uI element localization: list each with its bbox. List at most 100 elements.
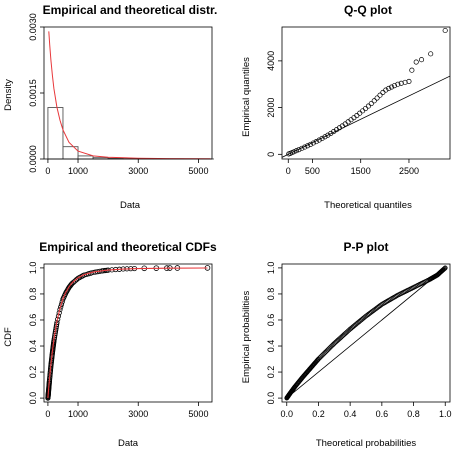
pp-xtick-label: 0.8 xyxy=(407,409,420,419)
qq-point xyxy=(418,57,425,63)
panel-qq: Q-Q plot 0 500 1500 2500 0 2000 4000 Theoretic… xyxy=(241,3,451,211)
cdf-empirical-point xyxy=(69,280,75,287)
density-xtick-label: 1000 xyxy=(68,166,88,176)
pp-point xyxy=(441,266,447,272)
cdf-title: Empirical and theoretical CDFs xyxy=(39,240,217,254)
pp-point xyxy=(442,266,448,271)
cdf-xtick-label: 5000 xyxy=(188,409,208,419)
cdf-plot-area: 0 1000 3000 5000 0.0 0.2 0.4 0.6 0.8 1.0 xyxy=(28,262,213,419)
density-xtick-label: 3000 xyxy=(128,166,148,176)
qq-point xyxy=(291,149,297,155)
cdf-xlabel: Data xyxy=(118,438,139,449)
pp-point xyxy=(322,349,328,355)
qq-xtick-label: 0 xyxy=(286,166,291,176)
cdf-empirical-point xyxy=(72,278,78,284)
histogram-bar xyxy=(77,155,94,160)
qq-xtick-label: 2500 xyxy=(399,166,419,176)
cdf-empirical-point xyxy=(70,279,77,285)
pp-point xyxy=(329,343,335,348)
qq-point xyxy=(371,98,377,104)
qq-point xyxy=(409,67,415,73)
pp-point xyxy=(319,353,325,359)
cdf-empirical-point xyxy=(81,272,87,278)
qq-point xyxy=(360,108,366,114)
pp-frame xyxy=(281,263,451,403)
density-xtick-label: 5000 xyxy=(188,166,208,176)
cdf-fit-curve xyxy=(47,267,208,399)
pp-title: P-P plot xyxy=(343,240,388,254)
qq-point xyxy=(322,134,328,140)
qq-point xyxy=(299,145,305,151)
qq-title: Q-Q plot xyxy=(344,3,392,17)
cdf-ytick-label: 0.6 xyxy=(28,314,38,327)
pp-xtick-label: 0.6 xyxy=(376,409,389,419)
pp-point xyxy=(320,352,326,357)
qq-xlabel: Theoretical quantiles xyxy=(324,200,412,211)
density-title: Empirical and theoretical distr. xyxy=(43,3,218,17)
qq-ytick-label: 4000 xyxy=(266,51,276,71)
histogram-bar xyxy=(47,107,64,160)
density-xtick-label: 0 xyxy=(45,166,50,176)
cdf-xtick-label: 1000 xyxy=(68,409,88,419)
density-xlabel: Data xyxy=(120,200,141,211)
qq-point xyxy=(319,135,325,141)
qq-plot-area: 0 500 1500 2500 0 2000 4000 xyxy=(266,26,451,176)
pp-point xyxy=(321,351,327,356)
panel-cdf: Empirical and theoretical CDFs 0 1000 3000… xyxy=(3,240,217,449)
qq-point xyxy=(365,103,371,109)
pp-point xyxy=(326,346,331,352)
pp-ytick-label: 0.8 xyxy=(266,288,276,301)
pp-ytick-label: 0.0 xyxy=(266,392,276,405)
qq-point xyxy=(368,100,374,107)
density-ylabel: Density xyxy=(3,79,14,111)
qq-point xyxy=(302,144,308,150)
qq-point xyxy=(386,85,392,91)
qq-point xyxy=(377,92,383,98)
qq-xtick-label: 500 xyxy=(305,166,320,176)
pp-point xyxy=(318,354,324,360)
qq-point xyxy=(389,84,395,90)
pp-xtick-label: 1.0 xyxy=(439,409,452,419)
qq-point xyxy=(428,51,434,57)
cdf-ytick-label: 1.0 xyxy=(28,262,38,275)
pp-point xyxy=(327,345,333,351)
panel-pp: P-P plot 0.0 0.2 0.4 0.6 0.8 1.00.00.20.40.60… xyxy=(241,240,452,449)
pp-point xyxy=(328,344,334,350)
qq-ylabel: Empirical quantiles xyxy=(241,57,252,137)
qq-point xyxy=(374,95,380,101)
qq-xtick-label: 1500 xyxy=(351,166,371,176)
pp-plot-area: 0.0 0.2 0.4 0.6 0.8 1.0 0.0 0.2 0.4 0.6 0.8 1.0 xyxy=(266,262,452,419)
qq-point xyxy=(313,139,319,145)
cdf-ylabel: CDF xyxy=(3,327,14,347)
pp-ylabel: Empirical probabilities xyxy=(241,291,252,384)
qq-point xyxy=(383,87,389,93)
density-frame xyxy=(43,26,213,160)
pp-ytick-label: 0.6 xyxy=(266,314,276,327)
cdf-ytick-label: 0.0 xyxy=(28,392,38,405)
qq-point xyxy=(391,83,398,89)
qq-point xyxy=(413,59,419,65)
pp-reference-line xyxy=(286,267,446,399)
qq-point xyxy=(357,110,363,116)
panel-density: Empirical and theoretical distr. 0 1000 30… xyxy=(3,3,217,211)
cdf-xtick-label: 3000 xyxy=(128,409,148,419)
cdf-ytick-label: 0.8 xyxy=(28,288,38,301)
pp-ytick-label: 0.2 xyxy=(266,366,276,379)
qq-point xyxy=(305,143,311,149)
pp-point xyxy=(325,347,330,353)
pp-point xyxy=(442,265,448,271)
qq-point xyxy=(293,148,300,154)
density-ytick-label: 0.0000 xyxy=(28,145,38,173)
density-ytick-label: 0.0015 xyxy=(28,79,38,107)
qq-point xyxy=(362,105,369,112)
pp-ytick-label: 1.0 xyxy=(266,262,276,275)
cdf-xtick-label: 0 xyxy=(45,409,50,419)
qq-ytick-label: 2000 xyxy=(266,98,276,118)
qq-point xyxy=(380,89,386,95)
pp-point xyxy=(324,348,329,354)
qq-point xyxy=(307,141,314,147)
density-plot-area: 0 1000 3000 5000 0.0000 0.0015 0.0030 xyxy=(28,13,214,176)
qq-point xyxy=(398,80,404,86)
pp-xtick-label: 0.2 xyxy=(312,409,325,419)
